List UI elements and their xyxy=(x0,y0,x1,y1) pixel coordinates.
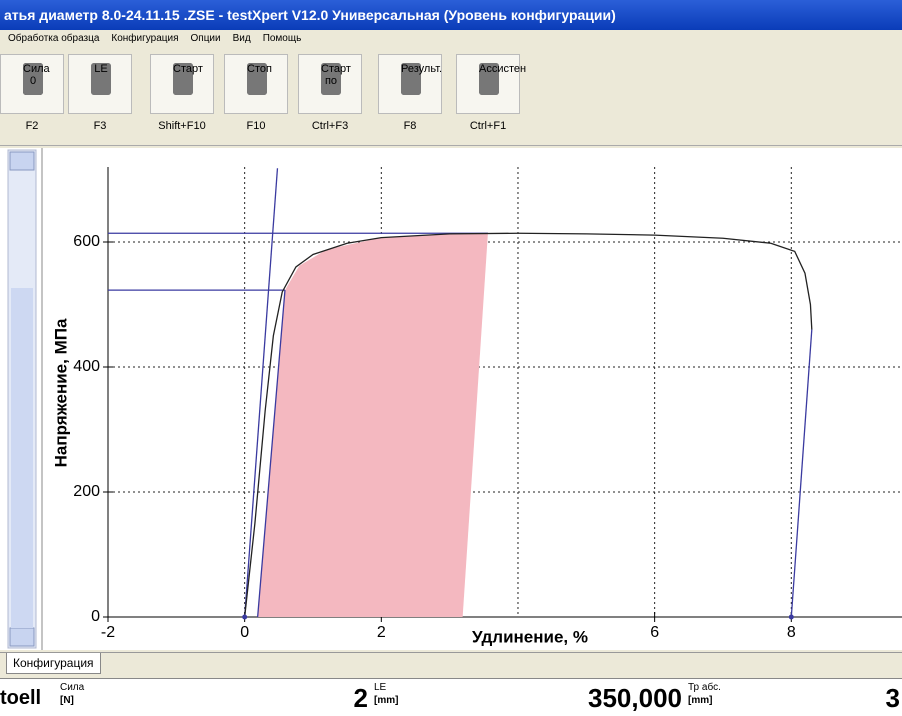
button-shortcut: Ctrl+F3 xyxy=(311,120,349,132)
menu-item[interactable]: Обработка образца xyxy=(8,33,100,44)
chart: Удлинение, % Напряжение, МПа 0 200 400 600 -… xyxy=(0,148,902,650)
y-tick-label: 200 xyxy=(73,483,100,500)
button-label: Ассистен xyxy=(479,63,526,95)
toolbar-button[interactable]: Ассистен Ctrl+F1 xyxy=(456,54,526,132)
curve xyxy=(256,290,286,618)
y-axis-label: Напряжение, МПа xyxy=(51,318,70,467)
toolbar-button[interactable]: Стоп F10 xyxy=(224,54,288,132)
toolbar-button[interactable]: Старт по Ctrl+F3 xyxy=(298,54,362,132)
marker xyxy=(788,614,794,620)
menu-item[interactable]: Конфигурация xyxy=(111,33,179,44)
field-name: LE xyxy=(374,682,387,693)
toolbar-button[interactable]: LE F3 xyxy=(68,54,132,132)
toolbar: Сила 0 F2 LE F3 Старт Shift+F10 Стоп F10 Старт п… xyxy=(0,50,902,146)
menu-bar: Обработка образца Конфигурация Опции Вид Пом… xyxy=(0,30,902,48)
x-tick-label: -2 xyxy=(101,624,115,641)
button-face: Ассистен xyxy=(456,54,526,114)
toolbar-button[interactable]: Результ. F8 xyxy=(378,54,442,132)
toolbar-button[interactable]: Старт Shift+F10 xyxy=(150,54,214,132)
button-face: Результ. xyxy=(378,54,442,114)
x-axis-label: Удлинение, % xyxy=(472,627,588,646)
curve xyxy=(244,168,279,618)
menu-item[interactable]: Помощь xyxy=(262,33,302,44)
button-label: Старт по xyxy=(321,63,351,95)
field-unit: [mm] xyxy=(688,695,713,706)
button-label: Результ. xyxy=(401,63,442,95)
field-unit: [mm] xyxy=(374,695,399,706)
button-face: Стоп xyxy=(224,54,288,114)
scroll-up[interactable] xyxy=(9,151,35,171)
button-label: Стоп xyxy=(247,63,272,95)
tab[interactable]: Конфигурация xyxy=(6,653,101,674)
tab-bar: Конфигурация xyxy=(0,652,902,677)
y-tick-label: 600 xyxy=(73,233,100,250)
marker xyxy=(242,614,248,620)
x-tick-label: 8 xyxy=(787,624,796,641)
button-face: LE xyxy=(68,54,132,114)
x-tick-label: 0 xyxy=(240,624,249,641)
brand: toell xyxy=(0,687,42,709)
button-shortcut: F10 xyxy=(246,120,266,132)
button-shortcut: F3 xyxy=(93,120,107,132)
curve xyxy=(244,232,813,618)
area xyxy=(257,233,488,617)
field-name: Тр абс. xyxy=(688,682,721,693)
field-unit: [N] xyxy=(60,695,74,706)
menu-item[interactable]: Опции xyxy=(190,33,221,44)
scroll-down[interactable] xyxy=(9,627,35,647)
button-face: Старт xyxy=(150,54,214,114)
field-value: 3 xyxy=(885,683,900,713)
y-tick-label: 0 xyxy=(91,608,100,625)
window-title: атья диаметр 8.0-24.11.15 .ZSE - testXpe… xyxy=(4,7,616,23)
button-shortcut: Ctrl+F1 xyxy=(469,120,507,132)
y-tick-label: 400 xyxy=(73,358,100,375)
button-face: Старт по xyxy=(298,54,362,114)
status-bar: toell Сила [N] 2 LE [mm] 350,000 Тр абс.… xyxy=(0,678,902,716)
curve xyxy=(790,329,813,618)
button-label: LE xyxy=(91,63,111,95)
field-name: Сила xyxy=(60,682,85,693)
toolbar-button[interactable]: Сила 0 F2 xyxy=(0,54,64,132)
button-label: Сила 0 xyxy=(23,63,50,95)
button-label: Старт xyxy=(173,63,203,95)
button-face: Сила 0 xyxy=(0,54,64,114)
scroll-thumb[interactable] xyxy=(11,288,33,628)
button-shortcut: F2 xyxy=(25,120,39,132)
field-value: 350,000 xyxy=(588,683,682,713)
button-shortcut: F8 xyxy=(403,120,417,132)
x-tick-label: 2 xyxy=(377,624,386,641)
x-tick-label: 6 xyxy=(650,624,659,641)
title-bar: атья диаметр 8.0-24.11.15 .ZSE - testXpe… xyxy=(0,0,902,30)
field-value: 2 xyxy=(353,683,368,713)
button-shortcut: Shift+F10 xyxy=(158,120,206,132)
menu-item[interactable]: Вид xyxy=(232,33,251,44)
